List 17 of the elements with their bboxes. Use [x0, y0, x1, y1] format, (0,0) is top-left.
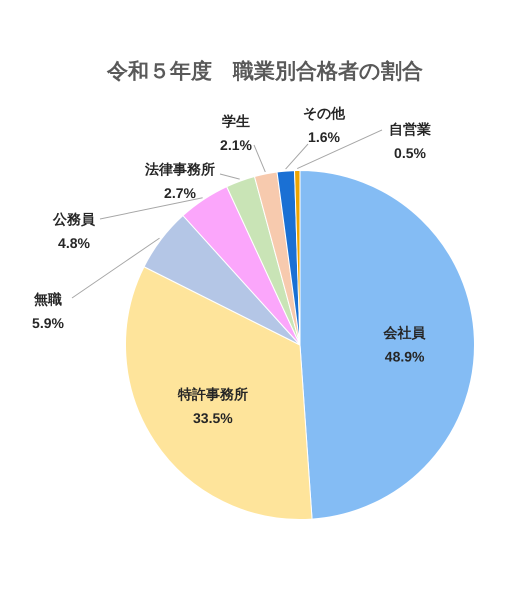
data-label: 2.1%	[220, 137, 252, 153]
slice-label: その他	[303, 105, 346, 121]
data-label: 33.5%	[193, 410, 234, 426]
slice-label: 学生	[222, 113, 250, 129]
data-label: 2.7%	[164, 185, 196, 201]
slice-label: 自営業	[389, 121, 431, 137]
chart-title: 令和５年度 職業別合格者の割合	[106, 59, 423, 83]
slice-label: 法律事務所	[144, 161, 215, 177]
data-label: 48.9%	[384, 348, 426, 364]
slice-label: 会社員	[382, 324, 427, 340]
data-label: 4.8%	[58, 235, 90, 251]
slice-label: 無職	[33, 291, 62, 307]
data-label: 5.9%	[32, 315, 64, 331]
slice-label: 特許事務所	[176, 386, 248, 402]
slice-label: 公務員	[52, 211, 96, 227]
data-label: 1.6%	[308, 129, 340, 145]
data-label: 0.5%	[394, 145, 426, 161]
